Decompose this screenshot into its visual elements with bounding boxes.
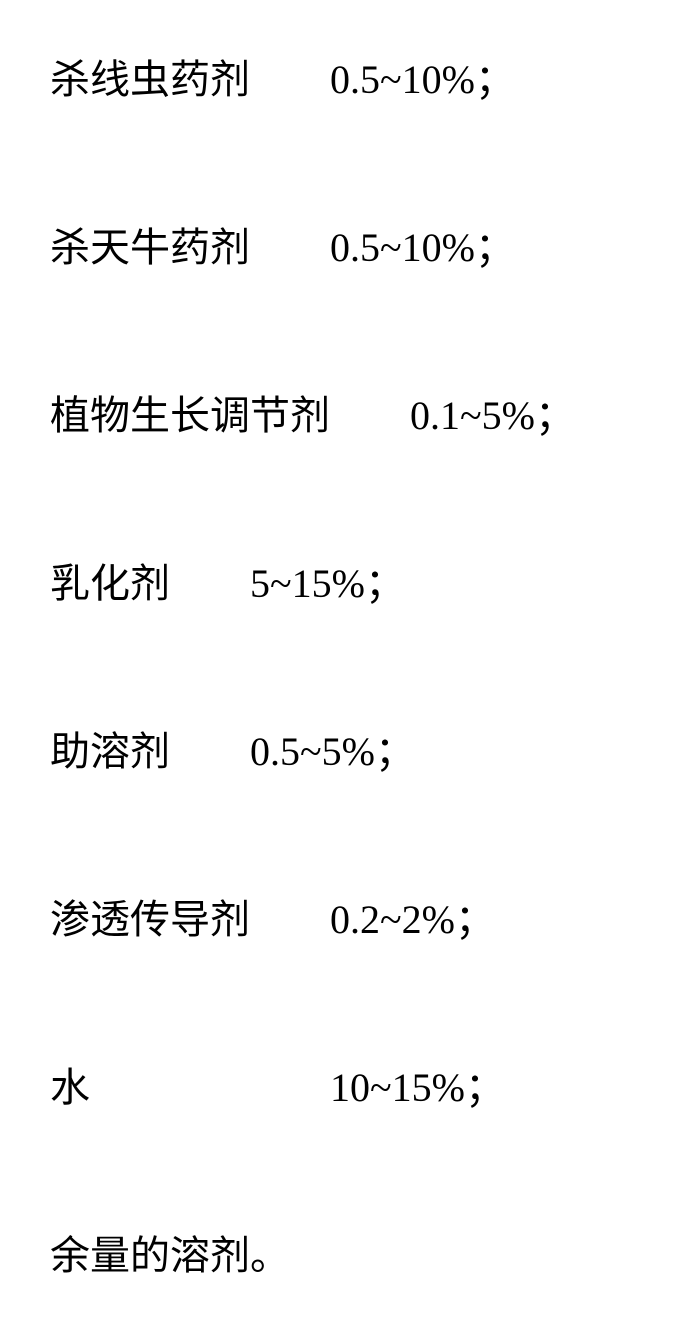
value-6: 0.2~2%； — [330, 897, 495, 942]
row-1: 杀线虫药剂 0.5~10%； — [10, 20, 681, 140]
label-6: 渗透传导剂 — [50, 897, 250, 942]
spacer-5 — [170, 729, 250, 774]
label-4: 乳化剂 — [50, 561, 170, 606]
label-5: 助溶剂 — [50, 729, 170, 774]
label-1: 杀线虫药剂 — [50, 57, 250, 102]
spacer-1 — [250, 57, 330, 102]
spacer-6 — [250, 897, 330, 942]
row-8: 余量的溶剂。 — [10, 1196, 681, 1316]
row-5: 助溶剂 0.5~5%； — [10, 692, 681, 812]
spacer-7 — [90, 1065, 330, 1110]
row-6: 渗透传导剂 0.2~2%； — [10, 860, 681, 980]
label-7: 水 — [50, 1065, 90, 1110]
spacer-2 — [250, 225, 330, 270]
row-7: 水 10~15%； — [10, 1028, 681, 1148]
row-4: 乳化剂 5~15%； — [10, 524, 681, 644]
label-8: 余量的溶剂。 — [50, 1233, 290, 1278]
value-4: 5~15%； — [250, 561, 405, 606]
document-container: 杀线虫药剂 0.5~10%； 杀天牛药剂 0.5~10%； 植物生长调节剂 0.… — [0, 0, 691, 716]
value-3: 0.1~5%； — [410, 393, 575, 438]
value-2: 0.5~10%； — [330, 225, 515, 270]
spacer-3 — [330, 393, 410, 438]
label-2: 杀天牛药剂 — [50, 225, 250, 270]
row-2: 杀天牛药剂 0.5~10%； — [10, 188, 681, 308]
value-5: 0.5~5%； — [250, 729, 415, 774]
value-1: 0.5~10%； — [330, 57, 515, 102]
row-3: 植物生长调节剂 0.1~5%； — [10, 356, 681, 476]
spacer-4 — [170, 561, 250, 606]
value-7: 10~15%； — [330, 1065, 505, 1110]
label-3: 植物生长调节剂 — [50, 393, 330, 438]
